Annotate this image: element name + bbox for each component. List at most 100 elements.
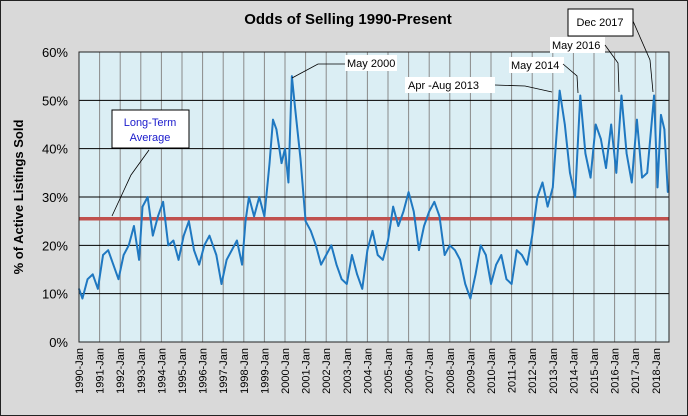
data-point (351, 254, 353, 256)
data-point (97, 288, 99, 290)
y-tick-label: 0% (49, 335, 68, 350)
x-tick-label: 2001-Jan (301, 348, 313, 394)
annotation-long-term-average (111, 109, 190, 149)
data-point (646, 172, 649, 174)
x-tick-label: 2011-Jan (507, 348, 519, 393)
data-point (667, 191, 669, 193)
data-point (574, 196, 576, 198)
data-point (203, 244, 206, 247)
data-point (443, 254, 446, 256)
data-point (107, 249, 109, 251)
data-point (127, 244, 130, 247)
x-tick-label: 2008-Jan (445, 348, 457, 394)
data-point (280, 162, 283, 164)
data-point (248, 196, 250, 198)
data-point (258, 196, 261, 198)
data-point (230, 249, 233, 251)
data-point (407, 191, 410, 193)
y-tick-label: 10% (42, 287, 68, 302)
data-point (397, 225, 400, 227)
data-point (412, 210, 415, 213)
annotation-text: May 2000 (347, 58, 395, 70)
data-point (392, 205, 394, 208)
data-point (558, 89, 561, 92)
data-point (86, 278, 89, 280)
x-tick-label: 2000-Jan (280, 348, 292, 394)
data-point (272, 118, 274, 121)
data-point (500, 254, 503, 256)
annotation-text: Average (130, 132, 171, 144)
data-point (536, 196, 539, 198)
data-point (620, 94, 623, 97)
x-tick-label: 2016-Jan (610, 348, 622, 394)
annotation-text: Long-Term (124, 117, 177, 129)
annotation-leader-line (494, 84, 553, 93)
x-tick-label: 1990-Jan (74, 348, 86, 394)
data-point (236, 239, 238, 242)
data-point (346, 283, 348, 285)
data-point (268, 162, 271, 164)
x-tick-label: 1996-Jan (198, 348, 210, 394)
data-point (454, 249, 456, 251)
data-point (531, 234, 533, 237)
data-point (605, 167, 607, 169)
data-point (656, 186, 659, 189)
annotation-text: May 2014 (511, 60, 559, 72)
data-point (449, 244, 451, 247)
data-point (660, 114, 662, 116)
data-point (625, 152, 628, 155)
data-point (117, 278, 120, 280)
annotation-may-2016 (550, 37, 605, 53)
annotation-leader-line (604, 44, 620, 93)
data-point (152, 234, 154, 237)
data-point (81, 297, 84, 300)
data-point (112, 263, 115, 266)
data-point (291, 75, 293, 77)
data-point (172, 239, 175, 242)
data-point (361, 288, 364, 290)
annotation-leader-line (632, 20, 654, 93)
y-tick-label: 20% (42, 238, 68, 253)
data-point (138, 259, 140, 261)
annotation-may-2000 (345, 55, 397, 71)
data-point (162, 201, 164, 203)
data-point (225, 259, 228, 261)
x-tick-label: 1993-Jan (136, 348, 148, 394)
data-point (193, 249, 195, 251)
x-tick-label: 2013-Jan (548, 348, 560, 394)
data-point (569, 172, 571, 174)
plot-frame (78, 51, 670, 343)
chart-title: Odds of Selling 1990-Present (244, 11, 452, 28)
data-point (402, 210, 405, 213)
data-point (387, 239, 389, 242)
data-point (287, 181, 290, 184)
data-point (594, 123, 597, 126)
data-point (663, 128, 666, 131)
data-point (653, 94, 655, 97)
data-point (366, 249, 369, 251)
y-axis-label: % of Active Listings Sold (11, 120, 26, 275)
data-point (241, 263, 243, 266)
data-point (177, 259, 180, 261)
data-point (182, 234, 185, 237)
data-point (526, 263, 528, 266)
x-tick-label: 2014-Jan (568, 348, 580, 394)
x-tick-label: 2009-Jan (465, 348, 477, 394)
data-point (459, 259, 461, 261)
y-tick-label: 40% (42, 142, 68, 157)
data-point (630, 181, 633, 184)
x-tick-label: 1997-Jan (218, 348, 230, 394)
data-point (510, 283, 513, 285)
data-point (320, 263, 322, 266)
x-tick-label: 2017-Jan (630, 348, 642, 394)
data-point (615, 172, 618, 174)
x-tick-label: 2012-Jan (527, 348, 539, 394)
data-point (315, 244, 317, 247)
x-tick-label: 2003-Jan (342, 348, 354, 394)
data-point (600, 138, 602, 140)
x-tick-label: 2010-Jan (486, 348, 498, 394)
y-tick-label: 50% (42, 93, 68, 108)
data-point (309, 230, 312, 232)
data-point (325, 254, 328, 256)
x-tick-label: 2015-Jan (589, 348, 601, 394)
